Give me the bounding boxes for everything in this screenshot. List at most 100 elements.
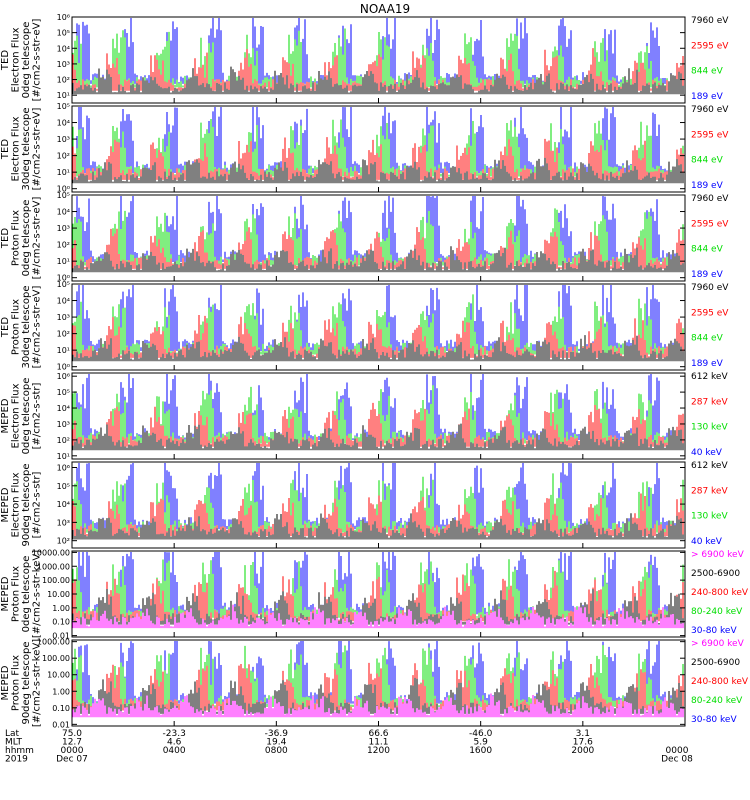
panel-1: 10¹ 10² 10³ 10⁴ 10⁵ 10⁶ TED Electron Flux 0deg t…: [0, 13, 729, 104]
ytick-label: 10⁴: [57, 44, 70, 53]
legend-entry: 30-80 keV: [691, 626, 737, 636]
xtick-label: -23.3: [163, 729, 186, 739]
legend-entry: 7960 eV: [691, 105, 729, 115]
ytick-label: 10⁵: [57, 482, 70, 491]
ytick-label: 1000.00: [37, 638, 70, 647]
ytick-label: 10⁰: [57, 274, 70, 283]
ytick-label: 10¹: [57, 257, 70, 266]
ytick-label: 10²: [57, 241, 70, 250]
flux-traces: [72, 18, 684, 95]
ytick-label: 10000.00: [32, 548, 70, 557]
flux-trace: [72, 513, 684, 540]
ytick-label: 1.00: [52, 687, 70, 696]
flux-trace: [72, 246, 684, 273]
xtick-label: 0800: [265, 746, 288, 756]
panel-ylabel: Proton Flux: [11, 655, 22, 711]
legend-entry: 612 keV: [691, 372, 728, 382]
xaxis-row-label: 2019: [5, 755, 28, 765]
panel-7: 0.01 0.10 1.00 10.00 100.00 1000.00 10000.00 ME…: [0, 548, 749, 640]
panel-5: 10¹ 10² 10³ 10⁴ 10⁵ 10⁶ MEPED Electron Flux 0deg…: [0, 372, 728, 461]
legend-entry: 287 keV: [691, 397, 728, 407]
xtick-label: 4.6: [167, 738, 182, 748]
ytick-label: 10³: [57, 224, 70, 233]
xtick-label: 11.1: [368, 738, 388, 748]
xtick-label: 5.9: [474, 738, 489, 748]
ytick-label: 10³: [57, 60, 70, 69]
legend-entry: 2595 eV: [691, 308, 729, 318]
xtick-label: -36.9: [265, 729, 289, 739]
panel-ylabel: 0deg telescope: [21, 200, 32, 277]
legend-entry: 240-800 keV: [691, 588, 749, 598]
ytick-label: 10³: [57, 135, 70, 144]
xaxis-row-label: MLT: [5, 738, 23, 748]
xtick-label: Dec 08: [661, 755, 693, 765]
legend-entry: 2595 eV: [691, 130, 729, 140]
ytick-label: 10⁰: [57, 363, 70, 372]
ytick-label: 10¹: [57, 346, 70, 355]
ytick-label: 10⁵: [57, 280, 70, 289]
ytick-label: 0.01: [52, 632, 70, 641]
xtick-label: 0000: [666, 746, 689, 756]
legend-entry: 189 eV: [691, 270, 724, 280]
legend-entry: 2500-6900: [691, 658, 740, 668]
flux-trace: [72, 693, 684, 718]
ytick-label: 10⁴: [57, 119, 70, 128]
panel-2: 10⁰ 10¹ 10² 10³ 10⁴ 10⁵ TED Electron Flux 30deg …: [0, 102, 729, 194]
xtick-label: 1600: [469, 746, 492, 756]
legend-entry: 844 eV: [691, 156, 724, 166]
flux-trace: [72, 66, 684, 95]
legend-entry: > 6900 keV: [691, 550, 745, 560]
flux-traces: [72, 641, 684, 718]
panel-6: 10² 10³ 10⁴ 10⁵ 10⁶ MEPED Electron Flux 90deg t…: [0, 461, 728, 549]
ytick-label: 10³: [57, 420, 70, 429]
ytick-label: 10⁴: [57, 208, 70, 217]
panel-ylabel: TED: [0, 50, 11, 71]
xtick-label: 3.1: [576, 729, 590, 739]
panel-ylabel: 0deg telescope: [21, 22, 32, 99]
panel-ylabel: Electron Flux: [11, 472, 22, 537]
panel-4: 10⁰ 10¹ 10² 10³ 10⁴ 10⁵ TED Proton Flux 30deg te…: [0, 280, 729, 372]
legend-entry: 130 keV: [691, 423, 728, 433]
legend-entry: 7960 eV: [691, 16, 729, 26]
ytick-label: 10¹: [57, 91, 70, 100]
ytick-label: 10²: [57, 330, 70, 339]
ytick-label: 10⁵: [57, 29, 70, 38]
legend-entry: 612 keV: [691, 461, 728, 471]
ytick-label: 10¹: [57, 452, 70, 461]
ytick-label: 10⁶: [57, 463, 70, 472]
ytick-label: 1000.00: [37, 562, 70, 571]
flux-traces: [72, 374, 684, 451]
legend-entry: 844 eV: [691, 334, 724, 344]
flux-trace: [72, 604, 684, 629]
xtick-label: 17.6: [573, 738, 593, 748]
xtick-label: 0000: [61, 746, 84, 756]
xtick-label: 2000: [571, 746, 594, 756]
legend-entry: > 6900 keV: [691, 639, 745, 649]
ytick-label: 10⁵: [57, 388, 70, 397]
panel-ylabel: MEPED: [0, 576, 11, 611]
xtick-label: 66.6: [368, 729, 388, 739]
ytick-label: 10.00: [47, 590, 70, 599]
panel-ylabel: TED: [0, 317, 11, 338]
panel-ylabel: 90deg telescope: [21, 641, 32, 724]
flux-traces: [72, 463, 684, 540]
legend-entry: 80-240 keV: [691, 696, 743, 706]
ytick-label: 1.00: [52, 604, 70, 613]
panel-ylabel: Proton Flux: [11, 299, 22, 355]
legend-entry: 844 eV: [691, 67, 724, 77]
panel-ylabel: 30deg telescope: [21, 107, 32, 190]
ytick-label: 10¹: [57, 168, 70, 177]
legend-entry: 80-240 keV: [691, 607, 743, 617]
panel-8: 0.01 0.10 1.00 10.00 100.00 1000.00 MEPED Proto…: [0, 638, 749, 730]
ytick-label: 10⁴: [57, 404, 70, 413]
legend-entry: 189 eV: [691, 359, 724, 369]
panel-ylabel: Electron Flux: [11, 27, 22, 92]
xtick-label: 75.0: [62, 729, 82, 739]
panel-ylabel: Electron Flux: [11, 116, 22, 181]
ytick-label: 10⁴: [57, 500, 70, 509]
panel-ylabel: [#/cm2-s-str-keV]: [32, 639, 43, 727]
panel-ylabel: 90deg telescope: [21, 463, 32, 546]
panel-ylabel: Proton Flux: [11, 210, 22, 266]
ytick-label: 10³: [57, 313, 70, 322]
